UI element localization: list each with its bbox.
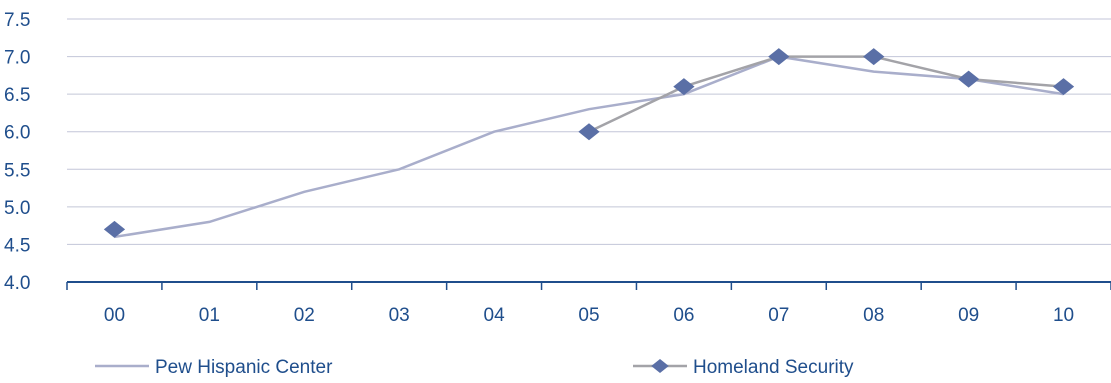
series-line-0: [114, 55, 1064, 239]
x-tick-label: 08: [863, 305, 884, 326]
x-tick-label: 01: [199, 305, 220, 326]
x-tick-label: 04: [484, 305, 506, 326]
data-point-diamond: [578, 123, 600, 141]
legend: Pew Hispanic Center Homeland Security: [95, 357, 854, 378]
data-point-diamond: [863, 48, 885, 66]
y-tick-label: 7.0: [4, 48, 30, 69]
series-line-1: [588, 55, 1064, 133]
legend-label: Homeland Security: [693, 357, 854, 378]
y-tick-label: 4.5: [4, 235, 30, 256]
x-tick-label: 09: [958, 305, 979, 326]
series-layer: [103, 48, 1075, 239]
data-point-diamond: [1052, 78, 1075, 96]
y-tick-label: 7.5: [4, 10, 30, 31]
data-point-diamond: [958, 70, 980, 88]
grid-lines: [67, 18, 1111, 245]
data-point-diamond: [103, 220, 126, 238]
x-tick-label: 05: [578, 305, 599, 326]
x-tick-label: 07: [768, 305, 789, 326]
y-tick-label: 5.0: [4, 198, 30, 219]
x-tick-label: 06: [673, 305, 694, 326]
x-tick-label: 10: [1053, 305, 1074, 326]
x-tick-label: 02: [294, 305, 315, 326]
legend-label: Pew Hispanic Center: [155, 357, 333, 378]
y-axis-labels: 4.0 4.5 5.0 5.5 6.0 6.5 7.0 7.5: [4, 10, 30, 294]
y-tick-label: 6.0: [4, 123, 30, 144]
y-tick-label: 6.5: [4, 85, 30, 106]
y-tick-label: 4.0: [4, 273, 30, 294]
x-tick-label: 00: [104, 305, 125, 326]
x-tick-label: 03: [389, 305, 410, 326]
data-point-diamond: [673, 78, 695, 96]
y-tick-label: 5.5: [4, 160, 30, 181]
x-axis: [66, 281, 1111, 290]
x-axis-labels: 00 01 02 03 04 05 06 07 08 09 10: [104, 305, 1074, 326]
data-point-diamond: [768, 48, 790, 66]
legend-marker-diamond: [651, 359, 669, 373]
